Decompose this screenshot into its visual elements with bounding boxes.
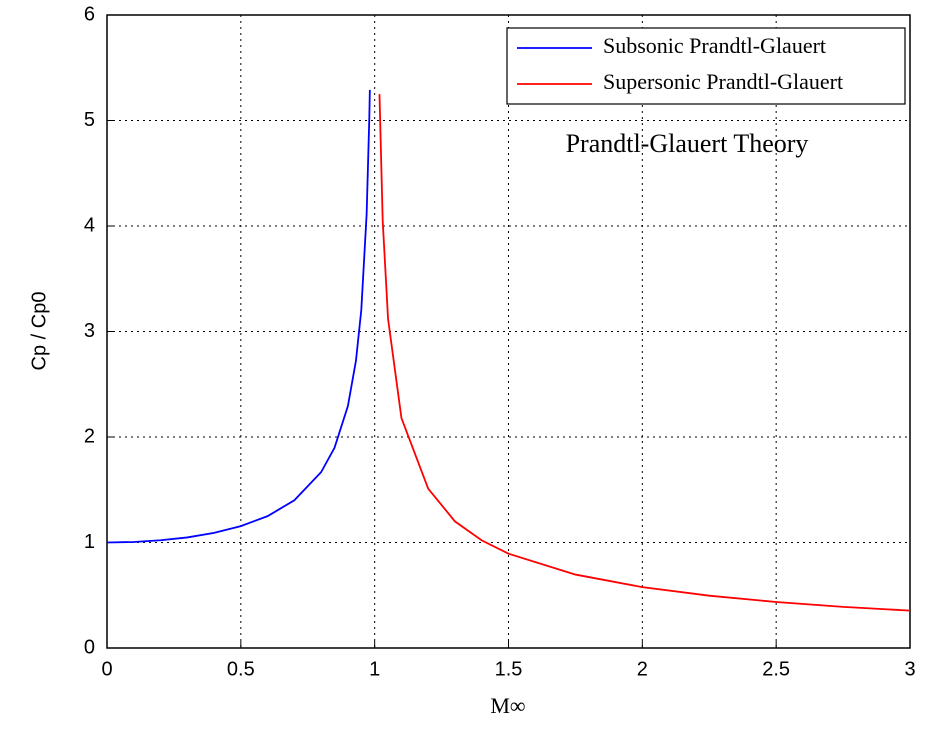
legend-label: Subsonic Prandtl-Glauert	[603, 33, 826, 58]
annotation: Prandtl-Glauert Theory	[566, 129, 809, 158]
y-tick-label: 5	[84, 109, 95, 131]
y-tick-label: 1	[84, 531, 95, 553]
y-tick-label: 0	[84, 636, 95, 658]
x-tick-label: 1	[369, 658, 380, 680]
x-tick-label: 3	[904, 658, 915, 680]
legend-box	[506, 27, 906, 105]
x-axis-label: M∞	[490, 693, 525, 718]
y-tick-label: 3	[84, 320, 95, 342]
x-tick-label: 0.5	[227, 658, 255, 680]
x-tick-label: 2	[637, 658, 648, 680]
y-axis-label: Cp / Cp0	[28, 292, 50, 371]
x-tick-label: 2.5	[762, 658, 790, 680]
y-tick-label: 2	[84, 425, 95, 447]
data-line	[378, 94, 911, 612]
data-line	[106, 89, 371, 544]
x-tick-label: 1.5	[495, 658, 523, 680]
y-tick-label: 4	[84, 214, 95, 236]
x-tick-label: 0	[101, 658, 112, 680]
plot-frame	[106, 14, 911, 649]
y-tick-label: 6	[84, 3, 95, 25]
legend-label: Supersonic Prandtl-Glauert	[603, 69, 843, 94]
